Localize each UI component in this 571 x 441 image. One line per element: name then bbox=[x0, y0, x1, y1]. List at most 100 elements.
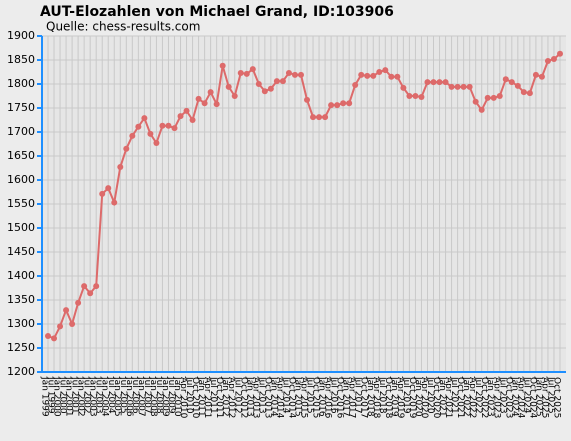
point bbox=[424, 79, 431, 86]
point bbox=[442, 79, 449, 86]
point bbox=[478, 106, 485, 113]
x-tick-label: Oct 2017 bbox=[359, 377, 369, 418]
point bbox=[159, 122, 166, 129]
x-tick-label: Jan 2020 bbox=[413, 376, 423, 417]
x-tick-label: Jan 2016 bbox=[317, 376, 327, 417]
x-tick-label: Oct 2012 bbox=[238, 377, 248, 418]
x-tick-label: Apr 2021 bbox=[443, 377, 453, 418]
point bbox=[189, 117, 196, 123]
point bbox=[213, 101, 220, 108]
y-tick-label: 1200 bbox=[7, 365, 35, 378]
x-tick-label: Jan 2021 bbox=[437, 376, 447, 417]
point bbox=[153, 140, 160, 147]
x-tick-label: Jul 2015 bbox=[305, 376, 315, 414]
point bbox=[69, 321, 76, 327]
point bbox=[219, 62, 226, 69]
x-tick-label: Jul 2007 bbox=[142, 376, 152, 414]
point bbox=[135, 123, 142, 130]
point bbox=[502, 76, 509, 83]
y-tick-label: 1500 bbox=[7, 221, 35, 234]
point bbox=[394, 73, 401, 80]
point bbox=[279, 78, 286, 85]
point bbox=[81, 283, 88, 290]
x-tick-label: Jul 2018 bbox=[377, 376, 387, 414]
point bbox=[340, 100, 347, 107]
point bbox=[484, 94, 491, 101]
x-tick-label: Jan 2009 bbox=[160, 376, 170, 417]
point bbox=[195, 95, 202, 102]
point bbox=[532, 71, 539, 78]
point bbox=[273, 78, 280, 85]
x-tick-label: Oct 2020 bbox=[431, 377, 441, 419]
x-tick-label: Oct 2021 bbox=[455, 377, 465, 418]
x-tick-label: Jul 2002 bbox=[82, 376, 92, 414]
x-tick-label: Jul 2025 bbox=[545, 376, 555, 414]
point bbox=[63, 307, 70, 314]
x-tick-label: Oct 2018 bbox=[383, 377, 393, 419]
x-tick-label: Jul 2023 bbox=[497, 376, 507, 414]
x-tick-label: Jul 2020 bbox=[425, 376, 435, 414]
point bbox=[57, 323, 64, 330]
point bbox=[346, 100, 353, 107]
x-tick-label: Jan 2011 bbox=[196, 376, 206, 417]
point bbox=[297, 71, 304, 78]
point bbox=[382, 67, 389, 74]
x-tick-label: Apr 2020 bbox=[419, 377, 429, 419]
point bbox=[358, 71, 365, 78]
x-tick-label: Apr 2010 bbox=[178, 377, 188, 419]
y-tick-label: 1750 bbox=[7, 101, 35, 114]
x-tick-label: Oct 2014 bbox=[286, 377, 296, 419]
point bbox=[310, 114, 317, 121]
point bbox=[550, 56, 557, 63]
point bbox=[225, 83, 232, 90]
x-tick-label: Jan 2019 bbox=[389, 376, 399, 417]
x-tick-label: Oct 2019 bbox=[407, 377, 417, 419]
x-tick-label: Apr 2015 bbox=[299, 377, 309, 418]
x-tick-label: Apr 2016 bbox=[323, 377, 333, 419]
point bbox=[490, 94, 497, 101]
point bbox=[45, 333, 51, 339]
point bbox=[520, 89, 527, 96]
point bbox=[418, 93, 425, 100]
point bbox=[436, 79, 443, 86]
point bbox=[147, 130, 154, 137]
x-tick-label: Jul 2019 bbox=[401, 376, 411, 414]
x-tick-label: Jul 2017 bbox=[353, 376, 363, 414]
x-tick-label: Jan 2022 bbox=[461, 376, 471, 417]
x-tick-label: Jan 2015 bbox=[292, 376, 302, 417]
x-tick-label: Jul 2000 bbox=[58, 376, 68, 414]
x-tick-label: Apr 2025 bbox=[539, 377, 549, 418]
x-tick-label: Jan 2017 bbox=[341, 376, 351, 417]
point bbox=[514, 82, 521, 89]
x-tick-label: Jul 2001 bbox=[70, 376, 80, 414]
point bbox=[129, 132, 136, 139]
x-tick-label: Jan 2001 bbox=[64, 376, 74, 417]
point bbox=[406, 93, 413, 99]
y-tick-label: 1800 bbox=[7, 77, 35, 90]
x-tick-label: Jul 1999 bbox=[46, 376, 56, 414]
x-tick-label: Apr 2011 bbox=[202, 377, 212, 418]
x-tick-label: Oct 2010 bbox=[190, 377, 200, 419]
point bbox=[316, 114, 323, 121]
point bbox=[105, 185, 112, 192]
point bbox=[538, 73, 545, 80]
x-tick-label: Jan 2008 bbox=[148, 376, 158, 417]
point bbox=[328, 102, 335, 109]
y-tick-label: 1550 bbox=[7, 197, 35, 210]
x-tick-label: Jul 2009 bbox=[166, 376, 176, 414]
x-tick-label: Jul 2011 bbox=[208, 376, 218, 414]
point bbox=[304, 96, 311, 103]
x-tick-label: Oct 2013 bbox=[262, 377, 272, 418]
point bbox=[322, 114, 329, 121]
point bbox=[557, 50, 563, 57]
chart-title: AUT-Elozahlen von Michael Grand, ID:1039… bbox=[40, 4, 394, 20]
point bbox=[183, 107, 190, 114]
y-tick-label: 1650 bbox=[7, 149, 35, 162]
point bbox=[171, 125, 178, 132]
x-tick-label: Apr 2024 bbox=[515, 377, 525, 419]
point bbox=[334, 102, 341, 109]
x-tick-label: Oct 2015 bbox=[311, 377, 321, 418]
point bbox=[376, 69, 383, 75]
point bbox=[51, 335, 58, 342]
x-tick-label: Jan 2006 bbox=[124, 376, 134, 417]
